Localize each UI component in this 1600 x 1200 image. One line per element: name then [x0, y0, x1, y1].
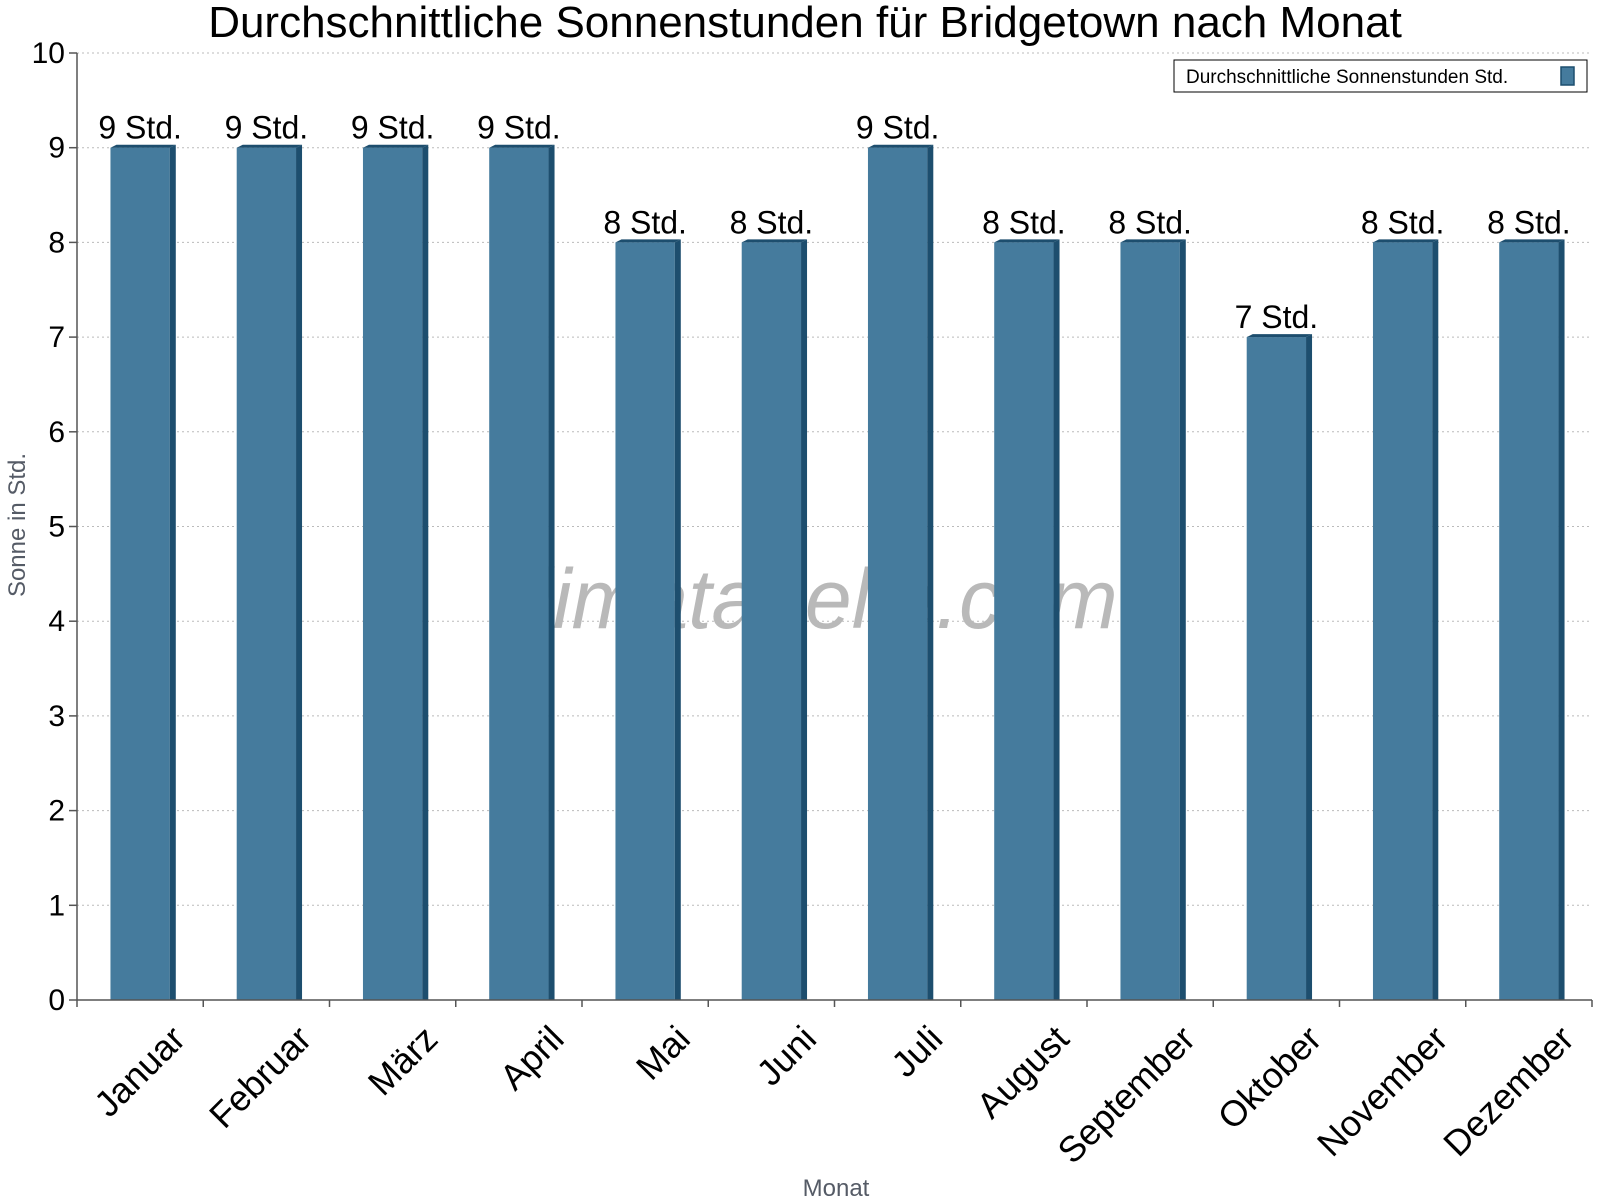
grid-lines	[77, 52, 1592, 906]
bar-side	[422, 144, 429, 1000]
bar	[1120, 242, 1180, 1000]
bar	[1246, 337, 1307, 1001]
x-tick-label: Oktober	[1210, 1018, 1330, 1138]
bar-top	[741, 239, 808, 243]
bar-side	[169, 144, 176, 1000]
x-tick-label: April	[492, 1018, 572, 1098]
x-tick-label: Januar	[86, 1018, 193, 1125]
legend-swatch	[1560, 66, 1575, 86]
bar	[1499, 242, 1559, 1000]
chart-title: Durchschnittliche Sonnenstunden für Brid…	[208, 0, 1402, 47]
x-tick-label: Juni	[748, 1018, 824, 1094]
bar	[489, 147, 549, 1000]
bar-group: 8 Std.	[603, 204, 687, 1000]
bar-group: 9 Std.	[856, 110, 940, 1000]
y-tick-label: 9	[48, 132, 65, 165]
bar	[362, 147, 423, 1000]
bar-top	[110, 144, 176, 148]
bar-top	[615, 239, 681, 243]
y-tick-label: 7	[48, 321, 65, 354]
y-tick-label: 6	[48, 416, 65, 449]
bar-group: 8 Std.	[1487, 204, 1571, 1000]
data-label: 8 Std.	[982, 204, 1066, 240]
bar	[994, 242, 1054, 1000]
y-tick-label: 0	[48, 984, 65, 1017]
bar-side	[1053, 239, 1060, 1000]
data-label: 9 Std.	[225, 110, 309, 146]
bar-side	[927, 144, 934, 1000]
bars: 9 Std. 9 Std. 9 Std. 9 Std. 8 Std. 8 Std. 9 St…	[98, 110, 1571, 1001]
y-tick-label: 8	[48, 226, 65, 259]
x-tick-label: März	[360, 1018, 446, 1104]
y-ticks: 0 1 2 3 4 5 6 7 8 9 10	[32, 37, 77, 1017]
bar-top	[489, 144, 555, 148]
bar-group: 8 Std.	[1361, 204, 1445, 1000]
data-label: 8 Std.	[730, 204, 814, 240]
bar-group: 8 Std.	[982, 204, 1066, 1000]
x-axis-label: Monat	[803, 1175, 870, 1200]
bar	[236, 147, 297, 1000]
data-label: 9 Std.	[98, 110, 182, 146]
data-label: 9 Std.	[856, 110, 940, 146]
y-tick-label: 10	[32, 37, 65, 70]
x-tick-label: November	[1309, 1018, 1455, 1164]
bar	[741, 242, 802, 1000]
bar	[615, 242, 675, 1000]
y-tick-label: 1	[48, 889, 65, 922]
x-ticks: Januar Februar März April Mai Juni Juli AugustS…	[76, 1000, 1593, 1172]
bar-top	[362, 144, 429, 148]
bar-top	[867, 144, 934, 148]
x-tick-label: Dezember	[1435, 1018, 1581, 1164]
y-tick-label: 3	[48, 700, 65, 733]
data-label: 8 Std.	[1487, 204, 1571, 240]
x-tick-label: Februar	[201, 1018, 319, 1136]
data-label: 9 Std.	[477, 110, 561, 146]
x-tick-label: August	[968, 1018, 1076, 1126]
bar-group: 7 Std.	[1235, 299, 1319, 1001]
bar	[1372, 242, 1433, 1000]
bar-side	[296, 144, 303, 1000]
axes	[76, 53, 1592, 1001]
y-tick-label: 4	[48, 605, 65, 638]
bar-top	[1499, 239, 1565, 243]
data-label: 9 Std.	[351, 110, 435, 146]
bar-side	[1558, 239, 1565, 1000]
bar-group: 8 Std.	[1108, 204, 1192, 1000]
bar-top	[1372, 239, 1439, 243]
y-axis-label: Sonne in Std.	[4, 453, 31, 597]
bar-group: 9 Std.	[98, 110, 182, 1000]
bar-group: 9 Std.	[351, 110, 435, 1000]
data-label: 8 Std.	[1108, 204, 1192, 240]
y-tick-label: 5	[48, 511, 65, 544]
legend-box	[1173, 59, 1588, 93]
data-label: 7 Std.	[1235, 299, 1319, 335]
x-tick-label: Juli	[883, 1018, 950, 1085]
bar-side	[674, 239, 681, 1000]
legend-label: Durchschnittliche Sonnenstunden Std.	[1186, 67, 1508, 88]
bar-group: 8 Std.	[730, 204, 814, 1000]
x-tick-label: September	[1049, 1018, 1203, 1172]
bar-group: 9 Std.	[225, 110, 309, 1000]
bar-side	[1179, 239, 1186, 1000]
bar-side	[548, 144, 555, 1000]
y-tick-label: 2	[48, 795, 65, 828]
bar-top	[236, 144, 303, 148]
bar-side	[801, 239, 808, 1000]
legend: Durchschnittliche Sonnenstunden Std.	[1173, 59, 1588, 93]
bar-side	[1306, 334, 1313, 1001]
data-label: 8 Std.	[1361, 204, 1445, 240]
bar-side	[1432, 239, 1439, 1000]
bar-top	[1120, 239, 1186, 243]
bar-group: 9 Std.	[477, 110, 561, 1000]
bar-top	[994, 239, 1060, 243]
bar	[867, 147, 928, 1000]
bar	[110, 147, 170, 1000]
x-tick-label: Mai	[628, 1018, 698, 1088]
bar-top	[1246, 334, 1313, 338]
data-label: 8 Std.	[603, 204, 687, 240]
